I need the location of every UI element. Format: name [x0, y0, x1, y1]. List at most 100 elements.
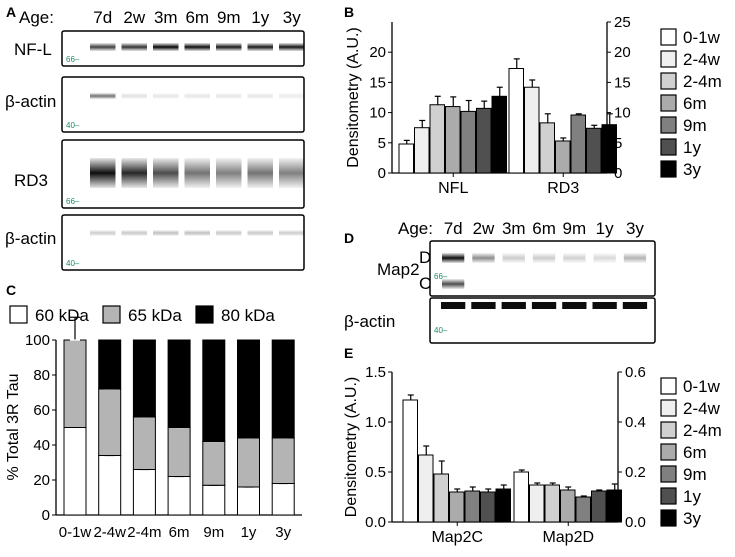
x-tick-label: 6m — [169, 524, 190, 541]
x-tick-label: 2-4m — [127, 524, 161, 541]
blot-band — [184, 158, 210, 188]
blot-band — [153, 158, 179, 188]
legend-label: 0-1w — [683, 28, 721, 47]
stack-65 kDa-2-4m — [132, 416, 156, 470]
blot-row-label: β-actin — [5, 92, 56, 111]
chart-c: 0 20 40 60 80 100 % Total 3R Tau 0-1w 2-4w 2-4m 6m… — [5, 305, 302, 541]
blot-band — [247, 230, 273, 236]
bar-6m-NFL — [445, 106, 461, 174]
blot-band — [90, 43, 116, 51]
bar-9m-NFL — [460, 110, 476, 174]
bar-6m-Map2C — [449, 491, 465, 523]
y-tick-label-left: 0.0 — [365, 514, 386, 531]
actin-label-d: β-actin — [344, 312, 395, 331]
y-tick-label: 100 — [25, 332, 50, 349]
legend-label: 3y — [683, 160, 701, 179]
blot-band — [216, 230, 242, 236]
stack-65 kDa-9m — [202, 441, 226, 486]
stack-60 kDa-0-1w — [63, 427, 87, 516]
blot-band — [121, 230, 147, 236]
map2d-band — [472, 253, 495, 263]
blot-band — [279, 158, 305, 188]
stack-65 kDa-6m — [167, 427, 191, 477]
map2d-band — [593, 253, 616, 263]
y-tick-label-left: 20 — [369, 44, 386, 61]
blot-band — [184, 93, 210, 99]
bar-0-1w-Map2C — [402, 399, 418, 523]
panel-letter-d: D — [344, 230, 354, 246]
age-label-1y: 1y — [251, 8, 269, 27]
bar-1y-RD3 — [586, 127, 602, 174]
bar-3y-NFL — [491, 95, 507, 174]
legend-label: 2-4w — [683, 399, 721, 418]
blot-band — [121, 93, 147, 99]
actin-band-d — [622, 302, 648, 309]
bar-2-4m-NFL — [429, 104, 445, 174]
y-axis-title: Densitometry (A.U.) — [343, 377, 360, 517]
legend-swatch-c — [102, 305, 121, 324]
bar-9m-RD3 — [570, 114, 586, 174]
mw-marker: 40– — [66, 121, 80, 130]
bar-2-4w-Map2C — [418, 454, 434, 523]
bar-1y-Map2C — [480, 491, 496, 523]
legend-label: 2-4w — [683, 50, 721, 69]
actin-band-d — [592, 302, 617, 309]
x-tick-label: 3y — [275, 524, 291, 541]
y-tick-label-right: 15 — [614, 74, 631, 91]
stack-80 kDa-2-4w — [98, 339, 122, 390]
band-d-label: D — [419, 248, 431, 267]
legend-label-c: 65 kDa — [128, 306, 182, 325]
blot-band — [90, 158, 116, 188]
bar-2-4w-RD3 — [524, 86, 540, 174]
actin-band-d — [441, 302, 466, 309]
blot-band — [184, 230, 210, 236]
blot-frame-actin — [429, 297, 656, 344]
bar-2-4m-Map2C — [433, 473, 449, 523]
bar-6m-RD3 — [555, 140, 571, 174]
y-tick-label-left: 0 — [378, 165, 386, 182]
legend-swatch — [660, 72, 677, 90]
legend-label: 0-1w — [683, 377, 721, 396]
stack-80 kDa-9m — [202, 339, 226, 442]
bar-1y-Map2D — [591, 490, 607, 523]
legend-label: 9m — [683, 465, 707, 484]
y-tick-label: 80 — [33, 367, 50, 384]
map2c-band — [442, 279, 465, 289]
bar-3y-Map2D — [606, 489, 622, 523]
legend-label: 3y — [683, 509, 701, 528]
y-axis-title: % Total 3R Tau — [5, 373, 22, 480]
stack-80 kDa-3y — [271, 339, 295, 439]
blot-band — [90, 230, 116, 236]
mw-marker-d: 40– — [434, 326, 448, 335]
mw-marker: 66– — [66, 55, 80, 64]
stack-80 kDa-6m — [167, 339, 191, 428]
bar-2-4m-Map2D — [544, 484, 560, 523]
stack-60 kDa-2-4w — [98, 455, 122, 516]
legend-swatch-c — [9, 305, 28, 324]
legend-swatch — [660, 94, 677, 112]
blot-row-label: RD3 — [14, 171, 48, 190]
actin-band-d — [501, 302, 526, 309]
bar-0-1w-NFL — [398, 143, 414, 174]
age-label-2w: 2w — [123, 8, 145, 27]
panel-letter-c: C — [6, 282, 16, 298]
y-tick-label-right: 0.4 — [625, 414, 646, 431]
stack-65 kDa-2-4w — [98, 388, 122, 456]
age-label-d-6m: 6m — [532, 219, 556, 238]
y-tick-label-right: 0.2 — [625, 464, 646, 481]
y-tick-label-left: 0.5 — [365, 464, 386, 481]
bar-0-1w-Map2D — [513, 471, 529, 523]
age-label-3m: 3m — [154, 8, 178, 27]
y-tick-label-right: 5 — [614, 135, 622, 152]
map2d-band — [623, 253, 647, 263]
y-tick-label-left: 10 — [369, 105, 386, 122]
map2d-band — [502, 253, 525, 263]
legend-swatch — [660, 487, 677, 505]
age-label-d-7d: 7d — [444, 219, 463, 238]
age-label-d-2w: 2w — [473, 219, 495, 238]
stack-65 kDa-3y — [271, 437, 295, 484]
x-tick-label: 9m — [203, 524, 224, 541]
panel-letter-e: E — [344, 345, 353, 361]
x-tick-label: NFL — [438, 180, 468, 197]
legend-swatch — [660, 160, 677, 178]
